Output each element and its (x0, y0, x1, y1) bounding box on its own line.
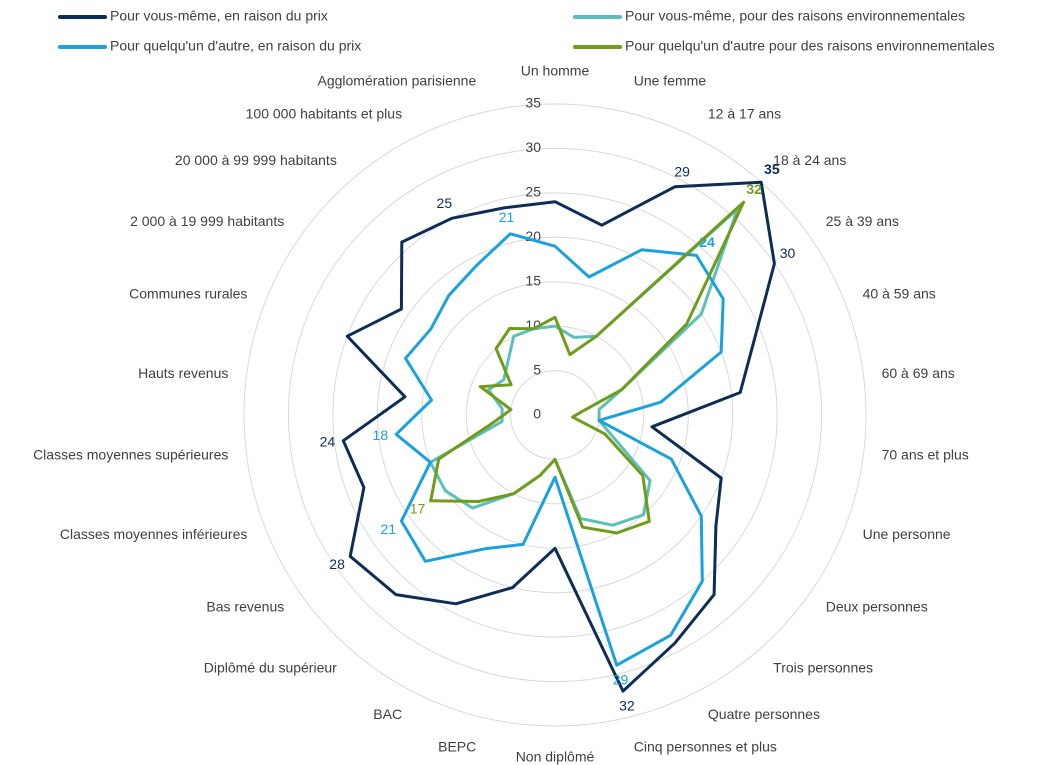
data-label: 30 (780, 245, 796, 261)
data-label: 29 (674, 163, 690, 179)
data-label: 21 (380, 521, 396, 537)
category-label: 60 à 69 ans (882, 365, 955, 381)
category-label: Agglomération parisienne (317, 73, 476, 89)
legend-label: Pour vous-même, pour des raisons environ… (625, 8, 965, 24)
category-label: 25 à 39 ans (826, 213, 899, 229)
category-label: Diplômé du supérieur (204, 659, 337, 675)
category-label: Classes moyennes inférieures (60, 526, 248, 542)
grid-ring (510, 370, 600, 460)
series-line (394, 232, 725, 667)
series-line (429, 200, 746, 535)
category-label: Classes moyennes supérieures (33, 447, 228, 463)
category-label: 2 000 à 19 999 habitants (130, 213, 284, 229)
category-label: 100 000 habitants et plus (246, 106, 402, 122)
data-label: 29 (613, 671, 629, 687)
data-label: 35 (764, 161, 780, 177)
data-label: 17 (410, 501, 426, 517)
category-label: Hauts revenus (138, 365, 228, 381)
category-label: Bas revenus (206, 598, 284, 614)
grid-ring (287, 147, 823, 683)
category-label: Non diplômé (516, 749, 595, 765)
category-label: Un homme (521, 63, 590, 79)
category-label: Une femme (634, 73, 707, 89)
category-label: Une personne (863, 526, 951, 542)
series-line (341, 180, 776, 693)
data-label: 32 (746, 181, 762, 197)
r-tick-label: 35 (525, 95, 541, 111)
category-label: 18 à 24 ans (773, 152, 846, 168)
category-label: BAC (373, 706, 402, 722)
data-label: 21 (499, 209, 515, 225)
r-tick-label: 5 (533, 361, 541, 377)
legend-label: Pour quelqu'un d'autre pour des raisons … (625, 38, 995, 54)
grid-ring (243, 103, 867, 727)
category-label: Cinq personnes et plus (634, 739, 777, 755)
data-label: 24 (320, 433, 336, 449)
category-label: 40 à 59 ans (863, 285, 936, 301)
grid-ring (332, 192, 778, 638)
legend-label: Pour vous-même, en raison du prix (110, 8, 328, 24)
data-label: 18 (373, 427, 389, 443)
category-label: BEPC (438, 739, 476, 755)
category-label: Deux personnes (826, 598, 928, 614)
data-label: 28 (329, 556, 345, 572)
r-tick-label: 30 (525, 139, 541, 155)
category-label: Trois personnes (773, 659, 873, 675)
r-tick-label: 0 (533, 406, 541, 422)
category-label: 70 ans et plus (882, 447, 969, 463)
r-tick-label: 15 (525, 272, 541, 288)
data-label: 25 (437, 195, 453, 211)
category-label: 20 000 à 99 999 habitants (175, 152, 337, 168)
category-label: Quatre personnes (708, 706, 820, 722)
legend-label: Pour quelqu'un d'autre, en raison du pri… (110, 38, 361, 54)
data-label: 32 (619, 697, 635, 713)
category-label: Communes rurales (129, 285, 247, 301)
category-label: 12 à 17 ans (708, 106, 781, 122)
r-tick-label: 25 (525, 184, 541, 200)
